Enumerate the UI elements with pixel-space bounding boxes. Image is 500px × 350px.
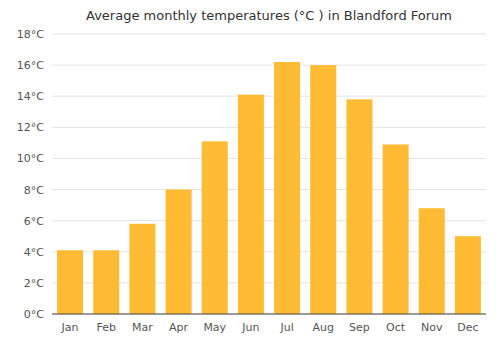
x-tick-label: Oct	[386, 321, 406, 334]
bar	[202, 141, 228, 314]
bar	[93, 250, 119, 314]
y-tick-label: 12°C	[17, 121, 44, 134]
bar	[455, 236, 481, 314]
grid-line	[52, 96, 486, 97]
y-tick-label: 10°C	[17, 152, 44, 165]
x-axis-line	[52, 314, 486, 315]
bar	[274, 62, 300, 314]
bar	[346, 99, 372, 314]
x-tick-label: Dec	[457, 321, 478, 334]
x-tick-label: Jan	[61, 321, 79, 334]
bar	[57, 250, 83, 314]
y-tick-label: 6°C	[24, 215, 44, 228]
x-tick-label: Feb	[97, 321, 116, 334]
grid-line	[52, 127, 486, 128]
bar	[419, 208, 445, 314]
grid-line	[52, 314, 486, 315]
bar	[129, 224, 155, 314]
chart-svg: 0°C 2°C 4°C 6°C 8°C 10°C 12°C 14°C 16°C 18°C Jan Fe…	[0, 0, 500, 350]
x-tick-label: Sep	[349, 321, 370, 334]
y-tick-label: 8°C	[24, 184, 44, 197]
x-tick-label: Jun	[241, 321, 259, 334]
x-tick-label: Mar	[132, 321, 153, 334]
grid-line	[52, 189, 486, 190]
y-tick-label: 4°C	[24, 246, 44, 259]
title: Average monthly temperatures (°C ) in Bl…	[86, 8, 452, 23]
y-tick-label: 0°C	[24, 308, 44, 321]
bars	[57, 62, 481, 314]
bar	[166, 190, 192, 314]
y-tick-label: 14°C	[17, 90, 44, 103]
x-tick-label: Apr	[169, 321, 189, 334]
y-tick-label: 2°C	[24, 277, 44, 290]
page: {"chart_data": {"type": "bar", "title": …	[0, 0, 500, 350]
bar	[383, 144, 409, 314]
grid-line	[52, 158, 486, 159]
bar	[238, 95, 264, 314]
x-tick-label: May	[203, 321, 226, 334]
grid-line	[52, 65, 486, 66]
grid-line	[52, 34, 486, 35]
grid	[52, 34, 486, 314]
y-tick-label: 16°C	[17, 59, 44, 72]
x-tick-label: Aug	[313, 321, 334, 334]
chart-container: 0°C 2°C 4°C 6°C 8°C 10°C 12°C 14°C 16°C 18°C Jan Fe…	[0, 0, 500, 350]
x-tick-label: Nov	[421, 321, 443, 334]
y-axis: 0°C 2°C 4°C 6°C 8°C 10°C 12°C 14°C 16°C 18°C	[17, 28, 44, 321]
x-tick-label: Jul	[279, 321, 293, 334]
bar	[310, 65, 336, 314]
y-tick-label: 18°C	[17, 28, 44, 41]
x-axis: Jan Feb Mar Apr May Jun Jul Aug Sep Oct Nov Dec	[52, 314, 486, 334]
